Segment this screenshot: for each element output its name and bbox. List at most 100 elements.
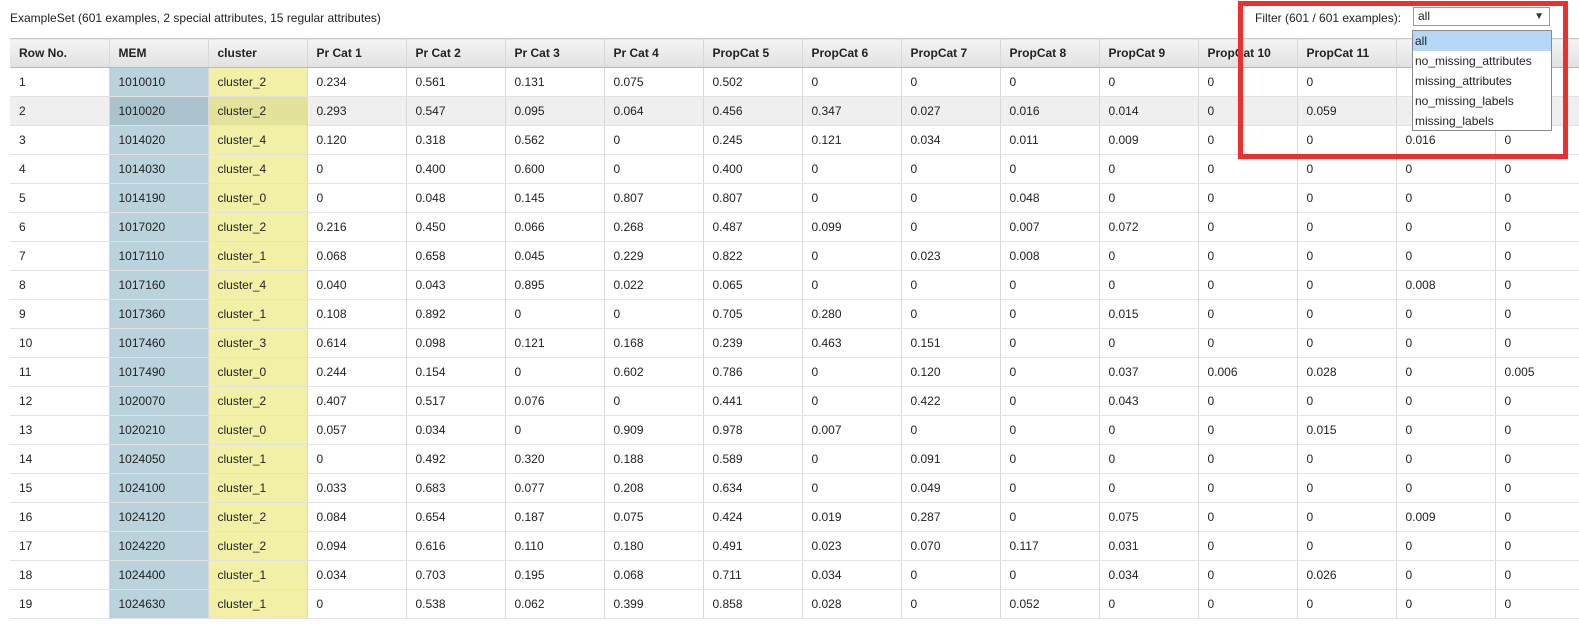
table-cell: 0.034	[901, 125, 1001, 155]
table-cell: 0	[1198, 299, 1298, 329]
table-cell: 0.120	[307, 125, 407, 155]
table-cell: 0.208	[604, 473, 704, 503]
table-cell: 0	[604, 125, 704, 155]
table-cell: 0.015	[1297, 415, 1397, 445]
table-cell: 0	[1000, 444, 1100, 474]
table-cell: 0.658	[406, 241, 506, 271]
table-cell: 0	[1495, 502, 1579, 532]
table-row[interactable]: 7 1017110 cluster_1 0.068 0.658 0.045 0.229 0.8…	[10, 241, 1579, 271]
table-cell: 0	[1297, 502, 1397, 532]
table-row[interactable]: 6 1017020 cluster_2 0.216 0.450 0.066 0.268 0.4…	[10, 212, 1579, 242]
column-header[interactable]: PropCat 11	[1297, 38, 1397, 68]
column-header[interactable]: PropCat 6	[802, 38, 902, 68]
table-cell: 0.066	[505, 212, 605, 242]
data-table-container[interactable]: Row No. MEM cluster Pr Cat 1 Pr Cat 2 Pr Cat …	[10, 38, 1579, 632]
table-row[interactable]: 14 1024050 cluster_1 0 0.492 0.320 0.188 0.589 0…	[10, 444, 1579, 474]
table-cell: 0.487	[703, 212, 803, 242]
table-cell: 0.075	[604, 502, 704, 532]
table-row[interactable]: 17 1024220 cluster_2 0.094 0.616 0.110 0.180 0.…	[10, 531, 1579, 561]
table-cell: 0	[307, 183, 407, 213]
column-header[interactable]: PropCat 8	[1000, 38, 1100, 68]
table-cell: 0	[1396, 589, 1496, 619]
table-row[interactable]: 16 1024120 cluster_2 0.084 0.654 0.187 0.075 0.…	[10, 502, 1579, 532]
column-header[interactable]: PropCat 10	[1198, 38, 1298, 68]
table-row[interactable]: 15 1024100 cluster_1 0.033 0.683 0.077 0.208 0.…	[10, 473, 1579, 503]
table-cell: cluster_2	[208, 212, 308, 242]
table-cell: 0	[1396, 241, 1496, 271]
table-cell: 0.049	[901, 473, 1001, 503]
table-row[interactable]: 2 1010020 cluster_2 0.293 0.547 0.095 0.064 0.4…	[10, 96, 1579, 126]
table-cell: 0.023	[802, 531, 902, 561]
table-row[interactable]: 18 1024400 cluster_1 0.034 0.703 0.195 0.068 0.…	[10, 560, 1579, 590]
table-cell: 0	[1198, 444, 1298, 474]
table-row[interactable]: 10 1017460 cluster_3 0.614 0.098 0.121 0.168 0.…	[10, 328, 1579, 358]
table-cell: 0.131	[505, 67, 605, 97]
table-cell: 0.120	[901, 357, 1001, 387]
table-row[interactable]: 8 1017160 cluster_4 0.040 0.043 0.895 0.022 0.0…	[10, 270, 1579, 300]
table-cell: 0.121	[802, 125, 902, 155]
table-cell: 0	[1297, 328, 1397, 358]
filter-select[interactable]: all ▼	[1413, 7, 1550, 26]
table-cell: 0	[1495, 154, 1579, 184]
table-cell: 0	[1000, 299, 1100, 329]
table-cell: 0	[901, 415, 1001, 445]
table-cell: 0.145	[505, 183, 605, 213]
column-header[interactable]: Row No.	[10, 38, 110, 68]
table-cell: 0	[1297, 154, 1397, 184]
column-header[interactable]: Pr Cat 1	[307, 38, 407, 68]
table-row[interactable]: 11 1017490 cluster_0 0.244 0.154 0 0.602 0.786 0…	[10, 357, 1579, 387]
table-cell: 0.076	[505, 386, 605, 416]
table-cell: 0.216	[307, 212, 407, 242]
table-row[interactable]: 3 1014020 cluster_4 0.120 0.318 0.562 0 0.245 0.…	[10, 125, 1579, 155]
table-cell: 1024630	[109, 589, 209, 619]
table-cell: 0	[802, 386, 902, 416]
table-cell: 1024400	[109, 560, 209, 590]
table-row[interactable]: 4 1014030 cluster_4 0 0.400 0.600 0 0.400 0 0 0 0 0 0…	[10, 154, 1579, 184]
table-cell: 0	[1099, 67, 1199, 97]
table-row[interactable]: 13 1020210 cluster_0 0.057 0.034 0 0.909 0.978 0…	[10, 415, 1579, 445]
filter-option-missing-labels[interactable]: missing_labels	[1415, 114, 1494, 128]
filter-option-no-missing-labels[interactable]: no_missing_labels	[1415, 94, 1514, 108]
table-cell: 0	[1495, 328, 1579, 358]
column-header[interactable]: cluster	[208, 38, 308, 68]
table-cell: 0.059	[1297, 96, 1397, 126]
column-header[interactable]: PropCat 9	[1099, 38, 1199, 68]
column-header[interactable]: Pr Cat 2	[406, 38, 506, 68]
table-cell: 10	[10, 328, 110, 358]
column-header[interactable]: Pr Cat 3	[505, 38, 605, 68]
table-cell: cluster_1	[208, 473, 308, 503]
dropdown-arrow-icon[interactable]: ▼	[1534, 11, 1544, 22]
table-cell: cluster_0	[208, 357, 308, 387]
filter-option-all[interactable]: all	[1413, 31, 1551, 51]
column-header[interactable]: Pr Cat 4	[604, 38, 704, 68]
table-row[interactable]: 1 1010010 cluster_2 0.234 0.561 0.131 0.075 0.5…	[10, 67, 1579, 97]
table-cell: 0	[1495, 589, 1579, 619]
table-cell: 0	[802, 357, 902, 387]
table-row[interactable]: 19 1024630 cluster_1 0 0.538 0.062 0.399 0.858 0…	[10, 589, 1579, 619]
table-cell: 9	[10, 299, 110, 329]
table-row[interactable]: 12 1020070 cluster_2 0.407 0.517 0.076 0 0.441 0…	[10, 386, 1579, 416]
column-header[interactable]: MEM	[109, 38, 209, 68]
table-cell: 0.068	[604, 560, 704, 590]
table-cell: 0	[1495, 212, 1579, 242]
column-header[interactable]: PropCat 7	[901, 38, 1001, 68]
table-row[interactable]: 9 1017360 cluster_1 0.108 0.892 0 0 0.705 0.280 0…	[10, 299, 1579, 329]
filter-dropdown-list[interactable]: all no_missing_attributes missing_attribut…	[1412, 30, 1552, 131]
table-cell: 0	[1396, 415, 1496, 445]
table-cell: 0	[604, 386, 704, 416]
table-cell: 0	[1099, 328, 1199, 358]
table-cell: 0.268	[604, 212, 704, 242]
table-cell: 0.026	[1297, 560, 1397, 590]
filter-option-missing-attributes[interactable]: missing_attributes	[1415, 74, 1512, 88]
table-cell: 3	[10, 125, 110, 155]
table-cell: 6	[10, 212, 110, 242]
table-cell: 0	[901, 67, 1001, 97]
table-cell: 0	[1000, 67, 1100, 97]
table-cell: 0	[1297, 299, 1397, 329]
filter-option-no-missing-attributes[interactable]: no_missing_attributes	[1415, 54, 1532, 68]
column-header[interactable]: PropCat 5	[703, 38, 803, 68]
table-row[interactable]: 5 1014190 cluster_0 0 0.048 0.145 0.807 0.807 0 0…	[10, 183, 1579, 213]
table-cell: 0	[1099, 589, 1199, 619]
table-cell: 0.075	[1099, 502, 1199, 532]
table-cell: 0.108	[307, 299, 407, 329]
